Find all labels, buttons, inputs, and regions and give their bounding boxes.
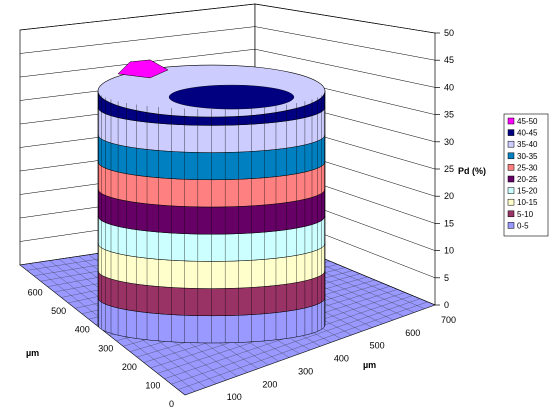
z-tick-label: 5 xyxy=(444,273,449,283)
legend-label: 45-50 xyxy=(517,117,538,126)
x-tick-label: 500 xyxy=(370,341,385,351)
peak-region xyxy=(117,59,169,79)
y-axis-title: µm xyxy=(26,348,39,358)
z-axis-title: Pd (%) xyxy=(458,166,486,176)
legend-swatch xyxy=(507,175,515,183)
x-tick-label: 700 xyxy=(441,315,456,325)
y-tick-label: 200 xyxy=(122,362,137,372)
z-tick-label: 30 xyxy=(444,137,454,147)
legend-swatch xyxy=(507,117,515,125)
surface-mesh xyxy=(97,91,326,343)
x-tick-label: 600 xyxy=(405,328,420,338)
z-tick-label: 45 xyxy=(444,55,454,65)
y-tick-label: 300 xyxy=(98,343,113,353)
x-axis: 100 200 300 400 500 600 700 xyxy=(227,315,456,402)
y-tick-label: 600 xyxy=(28,288,43,298)
plateau-rim-dark xyxy=(168,84,295,110)
legend: 45-50 40-45 35-40 30-35 25-30 20-25 15-20 10-15… xyxy=(503,113,549,237)
gridline xyxy=(19,3,436,34)
legend-label: 10-15 xyxy=(517,198,538,207)
z-tick-label: 0 xyxy=(444,300,449,310)
y-tick-label: 400 xyxy=(75,325,90,335)
gridline xyxy=(19,26,436,61)
legend-swatch xyxy=(507,152,515,160)
legend-swatch xyxy=(507,129,515,136)
x-tick-label: 300 xyxy=(298,366,313,376)
x-tick-label: 400 xyxy=(334,354,349,364)
surface-pillar xyxy=(97,59,326,344)
z-tick-label: 20 xyxy=(444,191,454,201)
z-tick-label: 35 xyxy=(444,110,454,120)
legend-swatch xyxy=(507,222,515,229)
legend-swatch xyxy=(507,187,515,194)
z-tick-label: 15 xyxy=(444,218,454,228)
legend-label: 35-40 xyxy=(517,140,538,149)
legend-label: 15-20 xyxy=(517,187,538,196)
gridline xyxy=(19,48,436,88)
legend-label: 0-5 xyxy=(517,221,529,230)
legend-label: 25-30 xyxy=(517,163,538,172)
y-axis: 0 100 200 300 400 500 600 xyxy=(28,288,174,409)
y-tick-label: 500 xyxy=(51,306,66,316)
legend-label: 20-25 xyxy=(517,175,538,184)
legend-label: 5-10 xyxy=(517,210,534,219)
z-tick-label: 40 xyxy=(444,82,454,92)
legend-swatch xyxy=(507,198,515,206)
legend-label: 30-35 xyxy=(517,152,538,161)
y-tick-label: 0 xyxy=(169,399,174,409)
z-tick-label: 50 xyxy=(444,28,454,38)
legend-swatch xyxy=(507,210,515,218)
floor-grid-line xyxy=(178,301,428,390)
z-axis: 0 5 10 15 20 25 30 35 40 45 50 xyxy=(435,28,454,310)
legend-swatch xyxy=(507,140,515,148)
x-axis-title: µm xyxy=(363,360,376,370)
legend-label: 40-45 xyxy=(517,129,538,138)
y-tick-label: 100 xyxy=(145,380,160,390)
z-tick-label: 10 xyxy=(444,246,454,256)
x-tick-label: 200 xyxy=(262,379,277,389)
legend-swatch xyxy=(507,164,515,171)
x-tick-label: 100 xyxy=(227,392,242,402)
floor-grid-line xyxy=(171,298,421,385)
z-tick-label: 25 xyxy=(444,164,454,174)
